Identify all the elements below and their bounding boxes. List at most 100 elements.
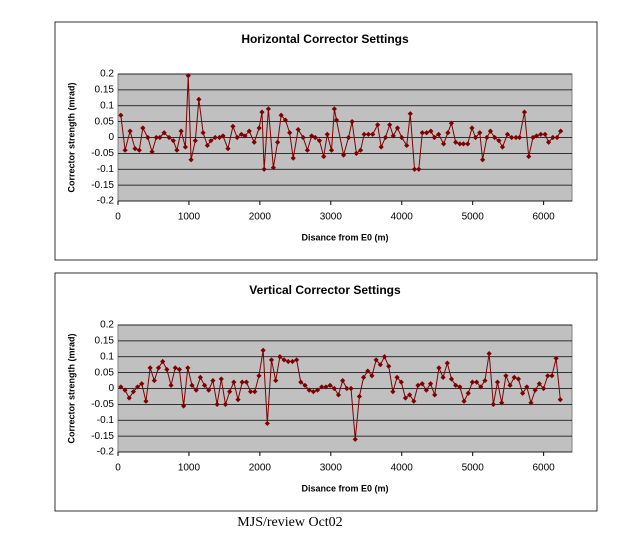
x-tick-label: 2000: [249, 463, 272, 474]
data-point: [509, 134, 515, 141]
data-point: [381, 354, 388, 360]
data-point: [259, 109, 265, 115]
data-point: [168, 382, 174, 388]
data-point: [499, 400, 505, 406]
data-point: [490, 401, 496, 407]
data-point: [369, 373, 375, 379]
data-point: [365, 131, 372, 137]
data-point: [499, 144, 506, 150]
data-point: [304, 147, 311, 153]
data-point: [206, 387, 212, 393]
data-point: [394, 374, 400, 380]
data-point: [265, 106, 271, 112]
data-point: [469, 125, 475, 131]
x-tick-label: 6000: [533, 212, 556, 223]
data-point: [172, 365, 178, 371]
data-point: [524, 384, 530, 390]
data-point: [239, 379, 245, 385]
data-point: [314, 387, 321, 393]
data-point: [358, 147, 364, 153]
data-point: [515, 376, 522, 382]
data-point: [473, 379, 480, 385]
data-point: [277, 354, 283, 360]
data-point: [132, 146, 138, 152]
data-point: [352, 436, 358, 442]
data-point: [407, 111, 413, 117]
data-point: [520, 390, 526, 396]
data-point: [465, 390, 471, 396]
data-point: [373, 357, 379, 363]
data-point: [554, 134, 560, 141]
data-point: [185, 72, 191, 79]
data-point: [360, 374, 367, 380]
data-point: [477, 130, 483, 136]
x-tick-label: 3000: [320, 212, 343, 223]
data-point: [300, 134, 306, 141]
data-point: [419, 381, 425, 387]
y-tick-label: 0.1: [100, 351, 114, 362]
data-point: [386, 363, 392, 369]
y-tick-label: 0.15: [95, 85, 115, 96]
y-tick-label: 0.05: [95, 116, 115, 127]
x-tick-label: 1000: [178, 212, 201, 223]
data-point: [151, 377, 157, 384]
data-point: [196, 96, 202, 102]
data-point: [160, 358, 166, 365]
data-point: [242, 133, 248, 139]
data-point: [553, 355, 559, 361]
data-point: [181, 403, 187, 409]
data-point: [331, 106, 337, 112]
data-point: [204, 142, 210, 149]
data-point: [145, 134, 151, 141]
data-point: [214, 401, 220, 407]
x-axis-label: Disance from E0 (m): [301, 483, 388, 493]
data-point: [558, 128, 564, 134]
data-point: [333, 117, 340, 123]
data-point: [399, 134, 405, 141]
data-point: [182, 144, 188, 150]
data-point: [122, 147, 128, 153]
data-point: [448, 376, 455, 382]
data-point: [161, 130, 167, 136]
data-point: [295, 126, 301, 133]
data-point: [251, 139, 257, 145]
data-point: [407, 392, 413, 398]
data-point: [365, 368, 371, 374]
data-point: [382, 134, 389, 141]
data-point: [294, 357, 300, 363]
data-point: [312, 134, 318, 141]
data-point: [411, 166, 418, 172]
data-point: [540, 385, 547, 392]
data-point: [503, 373, 509, 379]
data-point: [345, 134, 352, 141]
data-point: [453, 139, 459, 145]
data-point: [153, 134, 159, 141]
data-point: [353, 150, 359, 156]
y-tick-label: 0.05: [95, 367, 115, 378]
data-point: [436, 365, 442, 371]
x-axis-label: Disance from E0 (m): [301, 232, 388, 242]
data-point: [247, 389, 254, 395]
data-point: [492, 134, 498, 141]
data-point: [319, 384, 325, 390]
data-point: [440, 374, 446, 380]
data-point: [402, 395, 409, 401]
data-point: [176, 366, 183, 373]
data-point: [256, 125, 262, 131]
footer: MJS/review Oct02: [237, 515, 342, 530]
data-point: [136, 147, 142, 153]
data-point: [281, 357, 287, 363]
data-point: [457, 141, 463, 147]
y-tick-label: -0.05: [91, 399, 114, 410]
data-point: [208, 138, 214, 144]
data-point: [275, 139, 281, 145]
data-point: [298, 379, 304, 385]
data-point: [480, 157, 486, 163]
data-point: [170, 138, 176, 144]
data-point: [478, 384, 484, 390]
data-point: [130, 389, 136, 395]
x-tick-label: 0: [115, 463, 121, 474]
data-point: [448, 120, 455, 126]
